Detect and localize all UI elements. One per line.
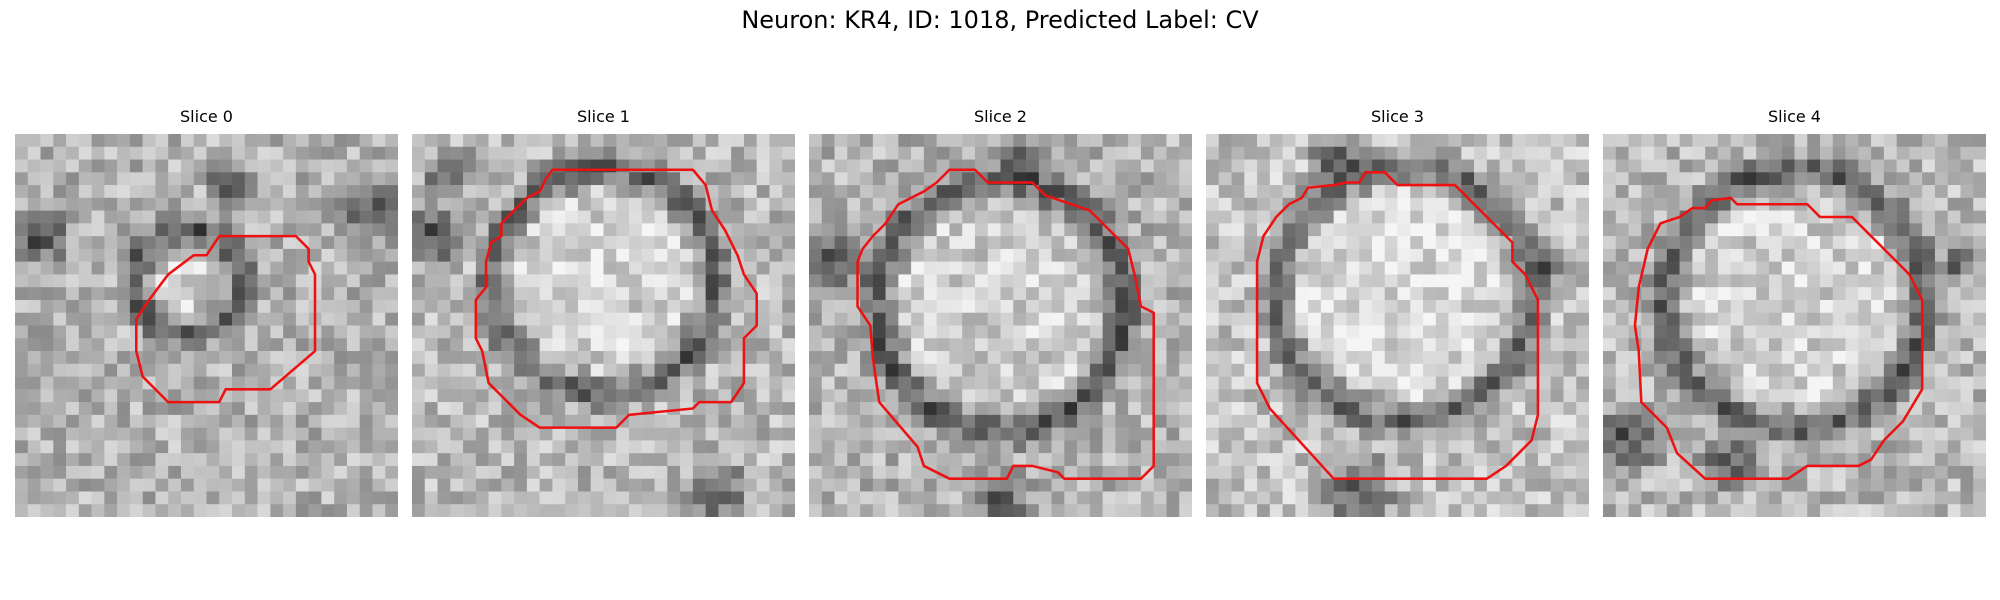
slice-title: Slice 3 [1371, 107, 1424, 126]
slice-title: Slice 1 [577, 107, 630, 126]
slice-image-3 [1206, 134, 1589, 517]
cell-contour [1255, 171, 1540, 480]
cell-contour [856, 168, 1155, 480]
cell-contour [135, 234, 317, 404]
figure-title: Neuron: KR4, ID: 1018, Predicted Label: … [741, 6, 1259, 34]
slice-title: Slice 4 [1768, 107, 1821, 126]
slice-image-1 [412, 134, 795, 517]
slice-title: Slice 0 [180, 107, 233, 126]
slice-title: Slice 2 [974, 107, 1027, 126]
slice-image-4 [1603, 134, 1986, 517]
cell-contour [474, 168, 758, 429]
slice-image-2 [809, 134, 1192, 517]
slice-image-0 [15, 134, 398, 517]
cell-contour [1633, 196, 1924, 480]
